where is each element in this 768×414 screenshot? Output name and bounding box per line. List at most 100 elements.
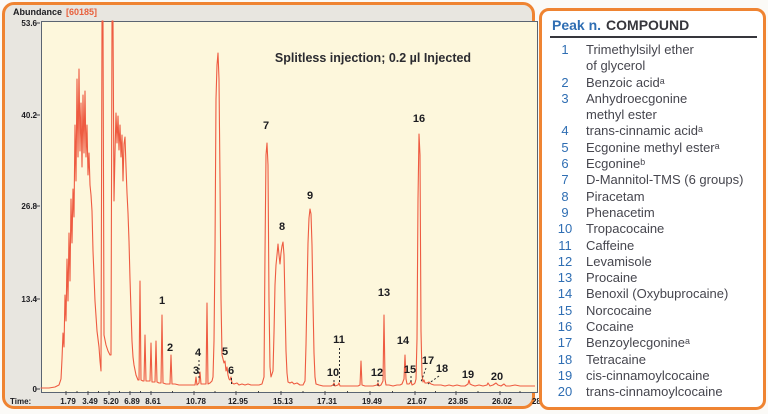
peak-label-9: 9 <box>306 190 314 202</box>
compound-name: Ecgonine methyl esterᵃ <box>586 139 720 155</box>
peak-label-14: 14 <box>396 335 410 347</box>
peak-number: 10 <box>557 221 573 237</box>
compound-name: Benzoic acidᵃ <box>586 74 665 90</box>
abundance-value: [60185] <box>66 7 98 17</box>
table-row: 5 Ecgonine methyl esterᵃ <box>550 140 757 156</box>
table-row: 2 Benzoic acidᵃ <box>550 75 757 91</box>
peak-label-1: 1 <box>158 295 166 307</box>
table-row: 7 D-Mannitol-TMS (6 groups) <box>550 172 757 188</box>
x-axis-title: Time: <box>10 397 32 406</box>
peak-number: 11 <box>558 237 572 253</box>
x-tick-label: 23.85 <box>447 397 469 406</box>
table-row: 17 Benzoylecgonineᵃ <box>550 335 757 351</box>
peak-label-2: 2 <box>166 342 174 354</box>
plot-area <box>41 21 538 393</box>
compound-name: Phenacetim <box>586 204 655 220</box>
peak-number: 2 <box>561 74 569 90</box>
peak-number: 13 <box>557 270 573 286</box>
x-tick-label: 21.67 <box>406 397 428 406</box>
x-tick-label: 12.95 <box>227 397 249 406</box>
peak-label-6: 6 <box>227 365 235 377</box>
table-row: 3 Anhydroecgonine methyl ester <box>550 91 757 124</box>
peak-label-20: 20 <box>490 371 504 383</box>
x-tick-label: 15.13 <box>272 397 294 406</box>
table-row: 14 Benoxil (Oxybuprocaine) <box>550 286 757 302</box>
peak-number: 8 <box>561 188 569 204</box>
peak-number: 1 <box>561 42 569 57</box>
compound-name: D-Mannitol-TMS (6 groups) <box>586 172 744 188</box>
peak-label-10: 10 <box>326 367 340 379</box>
injection-annotation: Splitless injection; 0.2 µl Injected <box>274 51 472 65</box>
peak-label-4: 4 <box>194 347 202 359</box>
compound-name: Piracetam <box>586 188 645 204</box>
compound-name: Anhydroecgonine methyl ester <box>586 90 688 123</box>
compound-table-rows: 1 Trimethylsilyl ether of glycerol 2 Benzoi… <box>550 42 757 401</box>
peak-label-7: 7 <box>262 120 270 132</box>
compound-name: trans-cinnamic acidᵃ <box>586 123 703 139</box>
y-tick-label: 40.2 <box>21 111 37 120</box>
table-header: Peak n. COMPOUND <box>550 17 757 33</box>
table-row: 8 Piracetam <box>550 189 757 205</box>
table-row: 6 Ecgonineᵇ <box>550 156 757 172</box>
x-tick-label: 6.89 <box>124 397 140 406</box>
table-row: 13 Procaine <box>550 270 757 286</box>
table-row: 10 Tropacocaine <box>550 221 757 237</box>
compound-name: Norcocaine <box>586 302 652 318</box>
peak-number: 18 <box>557 351 573 367</box>
peak-label-3: 3 <box>192 365 200 377</box>
table-row: 9 Phenacetim <box>550 205 757 221</box>
peak-number: 7 <box>561 172 569 188</box>
peak-number: 15 <box>557 302 573 318</box>
peak-number: 14 <box>557 286 573 302</box>
peak-number: 19 <box>557 367 573 383</box>
y-axis-title: Abundance <box>13 7 63 17</box>
peak-label-11: 11 <box>333 334 345 346</box>
y-axis-header: Abundance [60185] <box>13 7 97 17</box>
peak-label-19: 19 <box>461 369 475 381</box>
table-header-rule <box>550 36 757 38</box>
table-row: 18 Tetracaine <box>550 352 757 368</box>
peak-label-5: 5 <box>221 346 229 358</box>
chromatogram-panel: Abundance [60185] 53.6 40.2 26.8 13.4 0 1.79 3… <box>2 2 552 409</box>
compound-name: Caffeine <box>586 237 635 253</box>
x-tick-label: 8.61 <box>145 397 161 406</box>
y-tick-label: 53.6 <box>21 19 37 28</box>
x-tick-label: 10.78 <box>185 397 207 406</box>
peak-number: 12 <box>557 253 573 269</box>
peak-number: 3 <box>561 90 569 106</box>
compound-name: Ecgonineᵇ <box>586 156 646 172</box>
x-tick-label: 1.79 <box>60 397 76 406</box>
compound-table-panel: Peak n. COMPOUND 1 Trimethylsilyl ether of… <box>539 8 766 410</box>
peak-label-8: 8 <box>278 221 286 233</box>
peak-number: 5 <box>561 139 569 155</box>
compound-name: Cocaine <box>586 319 634 335</box>
peak-number: 9 <box>561 204 569 220</box>
y-tick-label: 0 <box>32 385 37 394</box>
peak-number: 17 <box>557 335 573 351</box>
x-tick-label: 3.49 <box>82 397 98 406</box>
table-header-compound: COMPOUND <box>606 17 690 33</box>
compound-name: Levamisole <box>586 253 652 269</box>
table-row: 4 trans-cinnamic acidᵃ <box>550 123 757 139</box>
table-row: 15 Norcocaine <box>550 303 757 319</box>
y-tick-label: 26.8 <box>21 202 37 211</box>
x-tick-label: 5.20 <box>103 397 119 406</box>
y-tick-label: 13.4 <box>21 295 37 304</box>
compound-name: cis-cinnamoylcocaine <box>586 367 710 383</box>
peak-label-18: 18 <box>435 363 449 375</box>
peak-label-12: 12 <box>370 367 384 379</box>
compound-name: trans-cinnamoylcocaine <box>586 384 723 400</box>
peak-number: 16 <box>557 319 573 335</box>
table-row: 11 Caffeine <box>550 238 757 254</box>
peak-number: 6 <box>561 156 569 172</box>
compound-name: Benoxil (Oxybuprocaine) <box>586 286 729 302</box>
peak-label-17: 17 <box>421 355 435 367</box>
compound-name: Benzoylecgonineᵃ <box>586 335 690 351</box>
peak-label-15: 15 <box>403 364 417 376</box>
table-row: 16 Cocaine <box>550 319 757 335</box>
peak-number: 20 <box>557 384 573 400</box>
x-tick-label: 19.49 <box>361 397 383 406</box>
table-row: 12 Levamisole <box>550 254 757 270</box>
table-row: 20 trans-cinnamoylcocaine <box>550 384 757 400</box>
